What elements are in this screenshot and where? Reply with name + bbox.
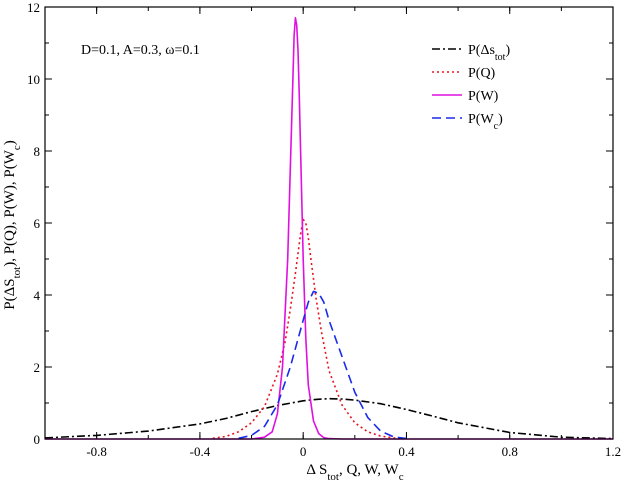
legend-label-2: P(W) bbox=[468, 89, 499, 104]
y-tick-label: 2 bbox=[34, 360, 41, 375]
x-tick-label: 0 bbox=[300, 444, 307, 459]
plot-frame bbox=[44, 6, 614, 440]
series-line-0 bbox=[44, 397, 614, 440]
y-tick-label: 0 bbox=[34, 432, 41, 447]
y-tick-label: 6 bbox=[34, 216, 41, 231]
series-line-1 bbox=[212, 218, 407, 440]
x-tick-label: -0.8 bbox=[86, 444, 107, 459]
y-axis-label: P(ΔStot), P(Q), P(W), P(Wc) bbox=[2, 140, 23, 310]
x-tick-label: 0.8 bbox=[502, 444, 518, 459]
x-tick-label: -0.4 bbox=[190, 444, 211, 459]
x-axis-label: Δ Stot, Q, W, Wc bbox=[306, 462, 403, 483]
y-tick-label: 4 bbox=[34, 288, 41, 303]
curves bbox=[44, 16, 614, 440]
y-tick-label: 8 bbox=[34, 144, 41, 159]
legend: P(Δstot) P(Q) P(W) P(Wc) bbox=[432, 43, 510, 132]
annotation: D=0.1, A=0.3, ω=0.1 bbox=[81, 43, 200, 58]
y-tick-label: 12 bbox=[27, 0, 40, 15]
legend-label-0: P(Δstot) bbox=[468, 43, 510, 63]
legend-label-1: P(Q) bbox=[468, 66, 496, 81]
legend-label-3: P(Wc) bbox=[468, 112, 503, 132]
series-line-3 bbox=[238, 290, 407, 440]
x-tick-label: 0.4 bbox=[398, 444, 415, 459]
y-tick-label: 10 bbox=[27, 72, 40, 87]
ticks: -0.8 -0.4 0 0.4 0.8 1.2 0 2 4 6 8 10 12 bbox=[27, 0, 621, 459]
x-tick-label: 1.2 bbox=[605, 444, 621, 459]
series-line-2 bbox=[45, 16, 613, 440]
